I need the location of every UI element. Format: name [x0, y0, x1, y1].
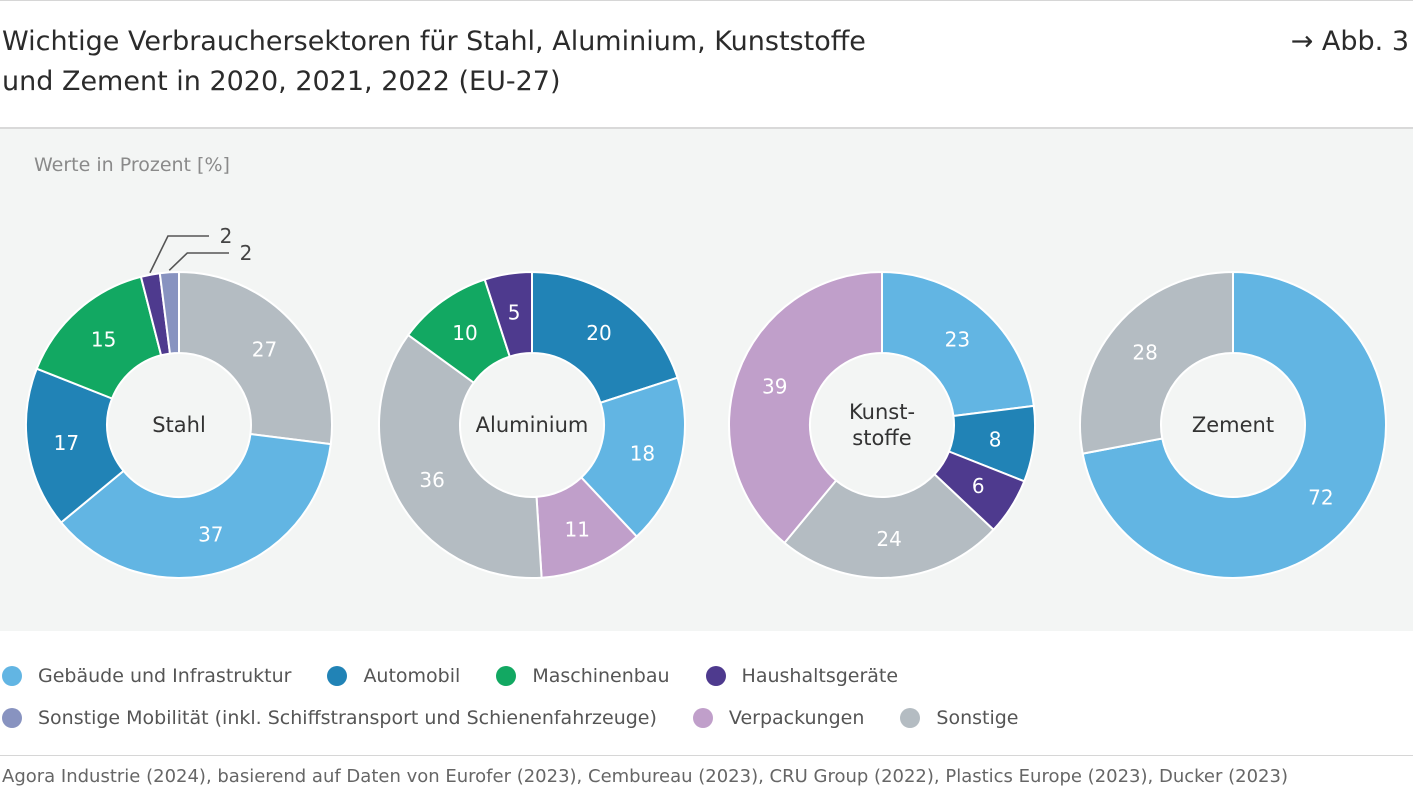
donut-chart: 20 18 11 36 10 5 Aluminium	[378, 270, 686, 579]
legend-item: Maschinenbau	[496, 665, 670, 687]
donut-slice	[378, 333, 543, 579]
legend-item: Automobil	[327, 665, 460, 687]
header-divider	[0, 127, 1413, 129]
chart-title-line-2: und Zement in 2020, 2021, 2022 (EU-27)	[2, 66, 561, 97]
label-leader-line	[149, 235, 209, 274]
donut-center-label: Zement	[1192, 413, 1274, 437]
figure-reference: → Abb. 3	[1290, 26, 1409, 57]
donut-slice	[178, 270, 333, 446]
legend-label: Gebäude und Infrastruktur	[38, 665, 292, 687]
legend-label: Automobil	[363, 665, 461, 687]
donut-slice	[483, 270, 533, 358]
donut-slice	[1081, 270, 1387, 579]
donut-chart: 27 37 17 15 22 Stahl	[25, 224, 333, 579]
slice-value-label: 5	[508, 300, 521, 324]
slice-value-label: 27	[252, 338, 277, 362]
chart-title: Wichtige Verbrauchersektoren für Stahl, …	[2, 22, 1052, 102]
slice-value-label: 8	[989, 427, 1002, 451]
legend-label: Haushaltsgeräte	[741, 665, 899, 687]
slice-value-label: 37	[198, 522, 223, 546]
donut-center-label: Stahl	[152, 413, 206, 437]
top-divider	[0, 0, 1413, 1]
slice-value-label: 6	[972, 474, 985, 498]
slice-value-label: 2	[240, 241, 253, 265]
legend-item: Gebäude und Infrastruktur	[2, 665, 291, 687]
donut-slice	[59, 432, 332, 579]
donut-charts: 2737171522Stahl20181136105Aluminium23862…	[25, 224, 1387, 579]
legend-swatch	[2, 708, 22, 728]
units-label: Werte in Prozent [%]	[34, 154, 230, 176]
legend: Gebäude und Infrastruktur Automobil Maschi…	[2, 655, 1402, 739]
legend-swatch	[2, 666, 22, 686]
donut-slice	[25, 367, 125, 524]
slice-value-label: 39	[762, 374, 787, 398]
slice-value-label: 10	[452, 321, 477, 345]
legend-swatch	[705, 666, 726, 686]
slice-value-label: 17	[54, 431, 79, 455]
legend-swatch	[692, 708, 713, 728]
legend-row: Sonstige Mobilität (inkl. Schiffstranspo…	[2, 697, 1402, 739]
legend-swatch	[327, 666, 348, 686]
legend-swatch	[496, 666, 517, 686]
donut-slice	[1079, 270, 1234, 455]
slice-value-label: 18	[630, 441, 655, 465]
legend-swatch	[900, 708, 921, 728]
donut-slice	[783, 472, 995, 579]
donut-slice	[531, 270, 679, 405]
legend-label: Maschinenbau	[532, 665, 670, 687]
slice-value-label: 15	[91, 327, 116, 351]
donut-slice	[728, 270, 883, 545]
slice-value-label: 36	[419, 468, 444, 492]
legend-item: Sonstige Mobilität (inkl. Schiffstranspo…	[2, 707, 657, 729]
slice-value-label: 28	[1132, 340, 1157, 364]
donut-chart: 23 86 24 39 Kunst-stoffe	[728, 270, 1036, 579]
legend-item: Haushaltsgeräte	[705, 665, 899, 687]
donut-center-label: Aluminium	[476, 413, 589, 437]
chart-title-line-1: Wichtige Verbrauchersektoren für Stahl, …	[2, 26, 866, 57]
label-leader-line	[168, 252, 229, 271]
slice-value-label: 23	[945, 327, 970, 351]
donut-chart: 72 28 Zement	[1079, 270, 1387, 579]
slice-value-label: 11	[565, 518, 590, 542]
slice-value-label: 2	[220, 224, 233, 248]
slice-value-label: 20	[586, 321, 611, 345]
footer-divider	[0, 755, 1413, 756]
source-note: Agora Industrie (2024), basierend auf Da…	[2, 766, 1288, 787]
slice-value-label: 24	[876, 527, 901, 551]
legend-item: Sonstige	[900, 707, 1019, 729]
legend-row: Gebäude und Infrastruktur Automobil Maschi…	[2, 655, 1402, 697]
legend-label: Verpackungen	[728, 707, 865, 729]
donut-slice	[158, 270, 180, 355]
slice-value-label: 72	[1308, 486, 1333, 510]
donut-slice	[579, 376, 686, 538]
legend-label: Sonstige	[936, 707, 1019, 729]
donut-center-label: Kunst-stoffe	[849, 400, 915, 450]
legend-label: Sonstige Mobilität (inkl. Schiffstranspo…	[38, 707, 657, 729]
legend-item: Verpackungen	[692, 707, 865, 729]
donut-slice	[881, 270, 1035, 418]
